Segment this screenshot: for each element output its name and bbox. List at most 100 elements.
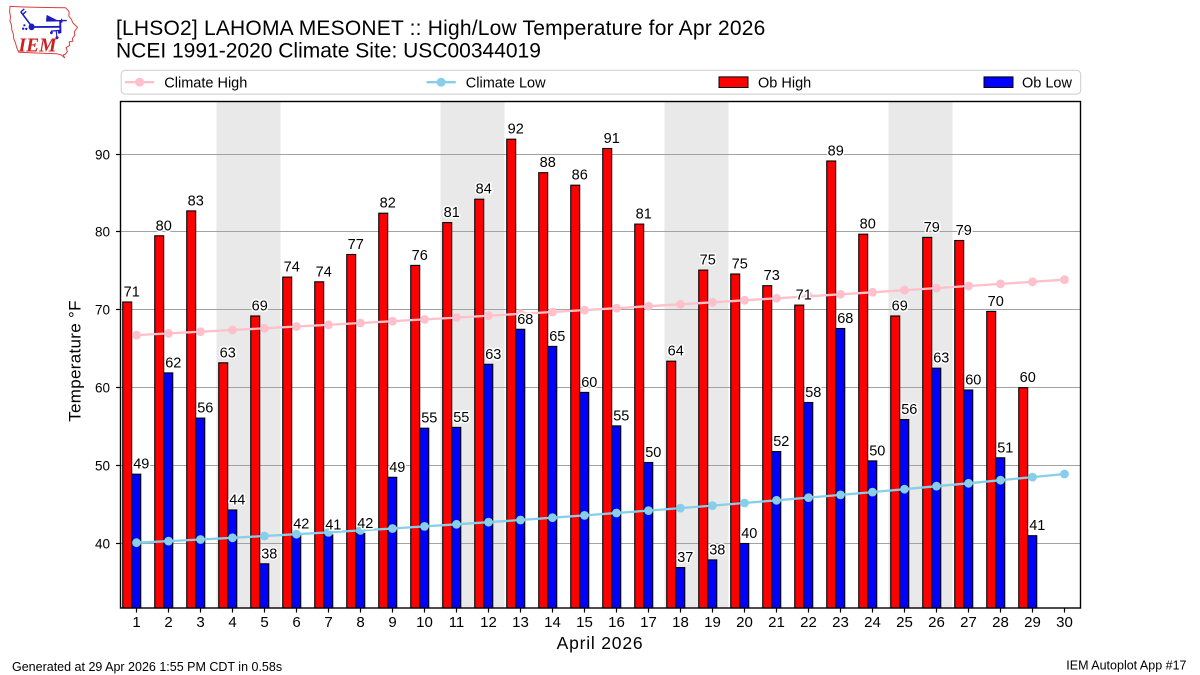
svg-text:4: 4 <box>228 614 236 631</box>
svg-text:55: 55 <box>421 411 437 427</box>
svg-text:50: 50 <box>869 443 885 459</box>
svg-text:50: 50 <box>95 458 110 473</box>
svg-text:NCEI 1991-2020 Climate Site: U: NCEI 1991-2020 Climate Site: USC00344019 <box>116 40 541 63</box>
svg-text:1: 1 <box>132 614 140 631</box>
svg-text:60: 60 <box>581 375 597 391</box>
svg-text:60: 60 <box>965 373 981 389</box>
svg-text:79: 79 <box>956 223 972 239</box>
svg-text:41: 41 <box>1029 518 1045 534</box>
svg-text:17: 17 <box>640 614 657 631</box>
svg-text:11: 11 <box>449 614 465 631</box>
svg-text:IEM: IEM <box>18 35 58 56</box>
svg-text:73: 73 <box>764 268 780 284</box>
svg-text:71: 71 <box>124 285 140 301</box>
svg-text:37: 37 <box>677 550 693 566</box>
svg-text:42: 42 <box>357 516 373 532</box>
svg-text:62: 62 <box>165 355 181 371</box>
svg-text:65: 65 <box>549 329 565 345</box>
svg-text:13: 13 <box>512 614 529 631</box>
svg-text:60: 60 <box>1020 370 1036 386</box>
svg-text:26: 26 <box>928 614 945 631</box>
svg-text:24: 24 <box>864 614 881 631</box>
svg-text:75: 75 <box>700 253 716 269</box>
svg-text:83: 83 <box>188 193 204 209</box>
svg-text:41: 41 <box>325 517 341 533</box>
svg-text:15: 15 <box>576 614 593 631</box>
svg-text:82: 82 <box>380 196 396 212</box>
svg-text:88: 88 <box>540 155 556 171</box>
svg-text:Climate High: Climate High <box>164 75 247 91</box>
svg-text:[LHSO2] LAHOMA MESONET :: High: [LHSO2] LAHOMA MESONET :: High/Low Tempe… <box>116 17 765 40</box>
svg-text:30: 30 <box>1056 614 1073 631</box>
svg-text:64: 64 <box>668 344 684 360</box>
svg-text:79: 79 <box>924 220 940 236</box>
svg-text:63: 63 <box>220 345 236 361</box>
svg-text:76: 76 <box>412 248 428 264</box>
svg-text:56: 56 <box>901 402 917 418</box>
svg-text:28: 28 <box>992 614 1009 631</box>
svg-text:80: 80 <box>860 217 876 233</box>
svg-text:12: 12 <box>480 614 497 631</box>
svg-text:38: 38 <box>709 542 725 558</box>
svg-text:74: 74 <box>284 260 300 276</box>
svg-text:81: 81 <box>636 207 652 223</box>
svg-text:74: 74 <box>316 264 332 280</box>
svg-text:9: 9 <box>388 614 396 631</box>
svg-text:April 2026: April 2026 <box>557 633 644 653</box>
svg-text:63: 63 <box>485 347 501 363</box>
svg-text:92: 92 <box>508 122 524 138</box>
svg-text:Climate Low: Climate Low <box>466 75 546 91</box>
svg-text:75: 75 <box>732 257 748 273</box>
svg-text:Generated at 29 Apr 2026 1:55: Generated at 29 Apr 2026 1:55 PM CDT in … <box>12 660 282 674</box>
svg-text:52: 52 <box>773 434 789 450</box>
svg-text:60: 60 <box>95 380 110 395</box>
svg-text:6: 6 <box>292 614 300 631</box>
svg-text:Ob Low: Ob Low <box>1022 75 1072 91</box>
svg-text:21: 21 <box>768 614 785 631</box>
svg-text:91: 91 <box>604 131 620 147</box>
svg-text:89: 89 <box>828 144 844 160</box>
svg-text:69: 69 <box>252 299 268 315</box>
svg-text:80: 80 <box>156 218 172 234</box>
svg-text:51: 51 <box>997 440 1013 456</box>
svg-text:10: 10 <box>416 614 433 631</box>
svg-text:56: 56 <box>197 401 213 417</box>
svg-text:70: 70 <box>95 302 110 317</box>
svg-text:3: 3 <box>196 614 204 631</box>
svg-text:2: 2 <box>164 614 172 631</box>
svg-text:81: 81 <box>444 205 460 221</box>
svg-text:90: 90 <box>95 147 110 162</box>
svg-text:42: 42 <box>293 517 309 533</box>
svg-text:70: 70 <box>988 294 1004 310</box>
svg-text:29: 29 <box>1024 614 1041 631</box>
svg-text:68: 68 <box>517 312 533 328</box>
svg-text:50: 50 <box>645 445 661 461</box>
svg-text:71: 71 <box>796 288 812 304</box>
svg-text:69: 69 <box>892 299 908 315</box>
svg-text:63: 63 <box>933 351 949 367</box>
svg-text:5: 5 <box>260 614 268 631</box>
svg-text:80: 80 <box>95 224 110 239</box>
svg-text:86: 86 <box>572 168 588 184</box>
svg-text:Temperature °F: Temperature °F <box>66 300 85 422</box>
svg-text:27: 27 <box>960 614 977 631</box>
svg-text:14: 14 <box>544 614 561 631</box>
svg-text:23: 23 <box>832 614 849 631</box>
svg-text:8: 8 <box>356 614 364 631</box>
svg-text:40: 40 <box>741 526 757 542</box>
svg-text:40: 40 <box>95 536 110 551</box>
svg-text:55: 55 <box>453 410 469 426</box>
svg-text:84: 84 <box>476 182 492 198</box>
svg-text:25: 25 <box>896 614 913 631</box>
svg-text:16: 16 <box>608 614 625 631</box>
svg-text:49: 49 <box>389 460 405 476</box>
svg-text:7: 7 <box>324 614 332 631</box>
svg-text:38: 38 <box>261 546 277 562</box>
svg-text:44: 44 <box>229 493 245 509</box>
svg-text:19: 19 <box>704 614 721 631</box>
svg-text:77: 77 <box>348 237 364 253</box>
svg-text:20: 20 <box>736 614 753 631</box>
svg-text:18: 18 <box>672 614 689 631</box>
svg-text:58: 58 <box>805 385 821 401</box>
svg-text:68: 68 <box>837 311 853 327</box>
